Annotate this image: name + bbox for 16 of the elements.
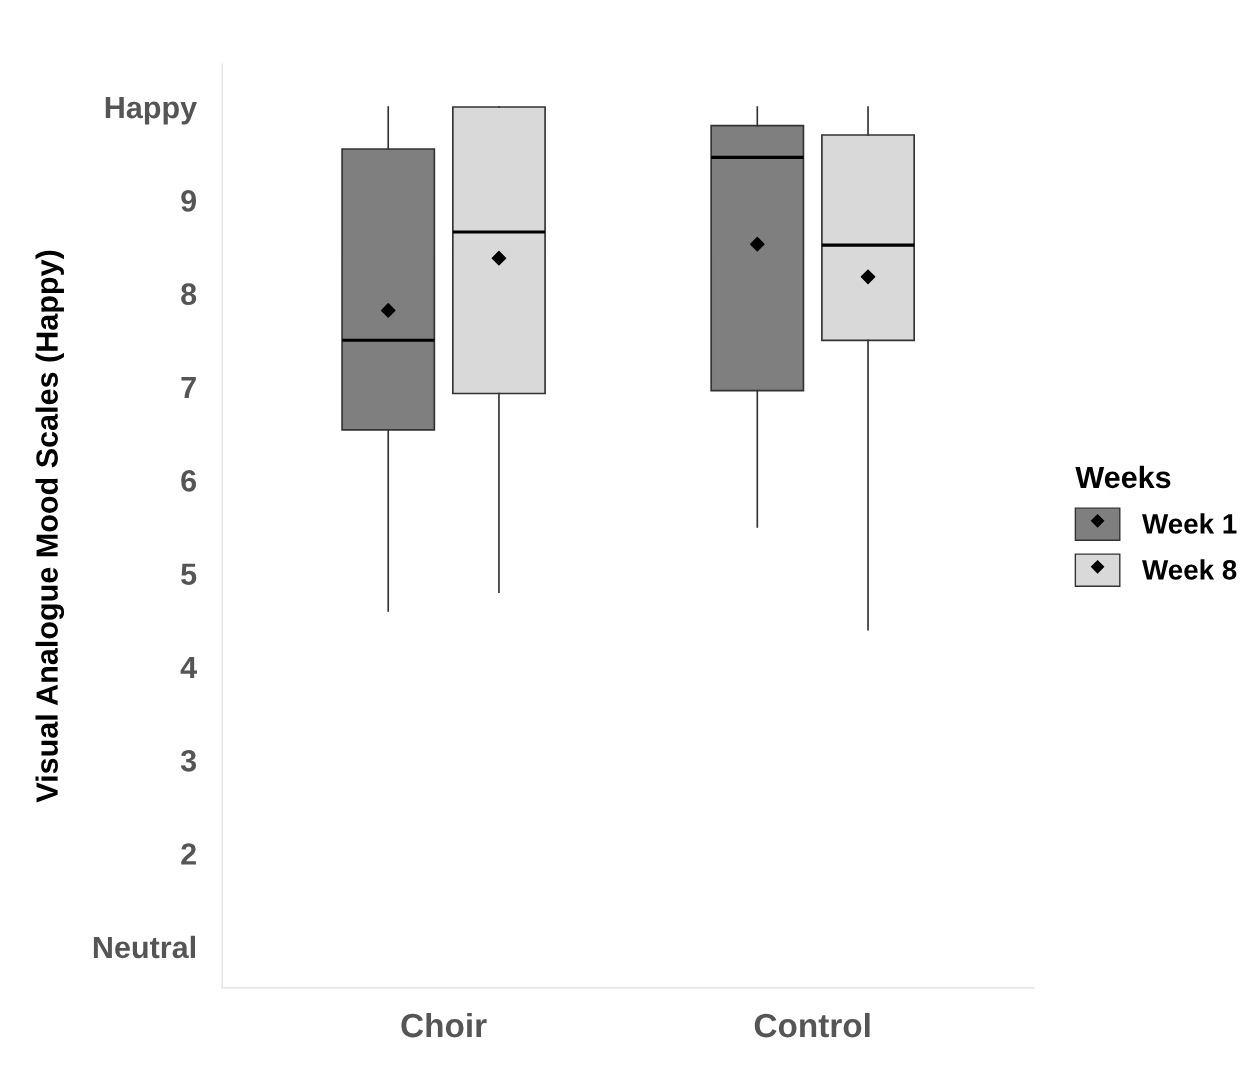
y-tick-label: 8 <box>181 283 197 306</box>
y-tick-label: 6 <box>181 470 197 492</box>
y-tick-label: 7 <box>181 377 196 399</box>
y-tick-label: 5 <box>181 563 197 585</box>
y-tick-label: Neutral <box>93 935 195 959</box>
legend-title: Weeks <box>1075 465 1171 489</box>
y-tick-label: 9 <box>181 190 196 212</box>
legend-label: Week 1 <box>1142 513 1237 534</box>
y-tick-label: 3 <box>180 749 197 772</box>
y-axis-title: Visual Analogue Mood Scales (Happy) <box>35 250 65 803</box>
x-tick-label: Choir <box>401 1012 487 1038</box>
y-tick-label: 2 <box>181 843 196 865</box>
y-tick-label: Happy <box>105 97 197 125</box>
legend-label: Week 8 <box>1142 559 1237 580</box>
y-tick-label: 4 <box>180 656 197 678</box>
x-tick-label: Control <box>754 1012 870 1038</box>
